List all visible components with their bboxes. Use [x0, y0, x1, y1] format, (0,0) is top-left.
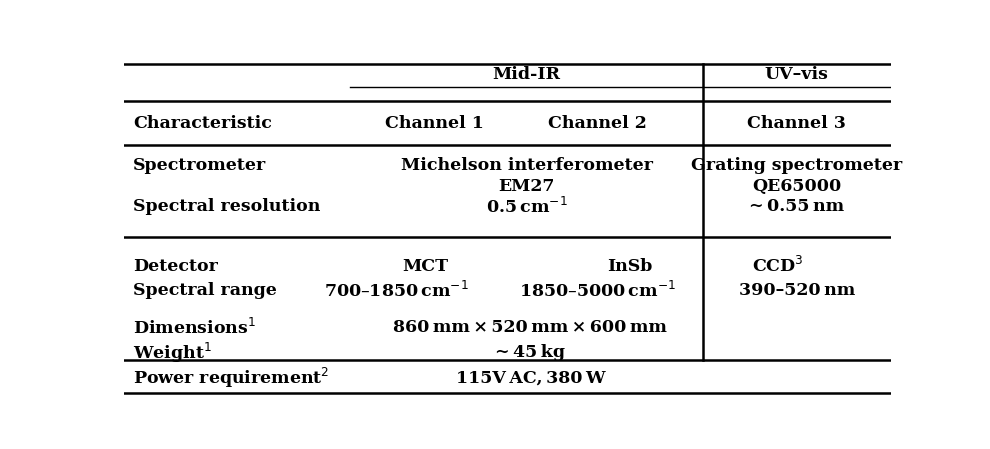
Text: Spectral range: Spectral range	[133, 282, 277, 299]
Text: Characteristic: Characteristic	[133, 114, 272, 132]
Text: ∼ 45 kg: ∼ 45 kg	[495, 344, 565, 361]
Text: Weight$^{1}$: Weight$^{1}$	[133, 341, 212, 365]
Text: InSb: InSb	[608, 258, 652, 275]
Text: Grating spectrometer: Grating spectrometer	[691, 157, 902, 174]
Text: MCT: MCT	[402, 258, 448, 275]
Text: Michelson interferometer: Michelson interferometer	[401, 157, 652, 174]
Text: 390–520 nm: 390–520 nm	[739, 282, 854, 299]
Text: Channel 2: Channel 2	[547, 114, 646, 132]
Text: Dimensions$^{1}$: Dimensions$^{1}$	[133, 317, 255, 338]
Text: EM27: EM27	[498, 178, 554, 195]
Text: UV–vis: UV–vis	[764, 66, 829, 83]
Text: 115V AC, 380 W: 115V AC, 380 W	[455, 370, 605, 387]
Text: Mid-IR: Mid-IR	[493, 66, 560, 83]
Text: Detector: Detector	[133, 258, 218, 275]
Text: Channel 1: Channel 1	[385, 114, 484, 132]
Text: Spectrometer: Spectrometer	[133, 157, 266, 174]
Text: 700–1850 cm$^{-1}$: 700–1850 cm$^{-1}$	[324, 281, 468, 301]
Text: 860 mm × 520 mm × 600 mm: 860 mm × 520 mm × 600 mm	[393, 319, 667, 336]
Text: 1850–5000 cm$^{-1}$: 1850–5000 cm$^{-1}$	[520, 281, 676, 301]
Text: CCD$^{3}$: CCD$^{3}$	[752, 256, 804, 276]
Text: Spectral resolution: Spectral resolution	[133, 198, 321, 215]
Text: Power requirement$^{2}$: Power requirement$^{2}$	[133, 366, 330, 390]
Text: ∼ 0.55 nm: ∼ 0.55 nm	[749, 198, 844, 215]
Text: QE65000: QE65000	[752, 178, 842, 195]
Text: Channel 3: Channel 3	[747, 114, 846, 132]
Text: 0.5 cm$^{-1}$: 0.5 cm$^{-1}$	[486, 197, 567, 217]
